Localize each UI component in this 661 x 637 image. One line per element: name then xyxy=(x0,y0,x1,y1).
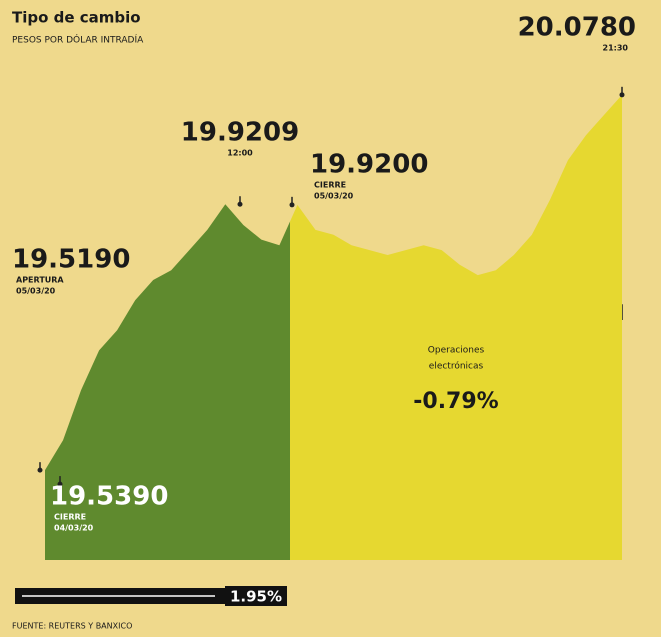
annotation-note: CIERRE xyxy=(314,181,346,190)
annotation-value: 19.9209 xyxy=(181,118,299,148)
annotation-value: 19.5190 xyxy=(12,245,130,275)
change-box xyxy=(225,586,287,606)
annotation-note: APERTURA xyxy=(16,276,64,285)
annotation-note: 05/03/20 xyxy=(16,287,56,296)
source: FUENTE: REUTERS Y BANXICO xyxy=(12,622,132,631)
annotation-value: 19.9200 xyxy=(310,150,428,180)
annotation-note: 21:30 xyxy=(603,44,629,53)
session-change: -0.79% xyxy=(413,389,498,414)
annotation-point xyxy=(289,202,295,208)
annotation-note: 04/03/20 xyxy=(54,524,94,533)
annotation-point xyxy=(37,467,43,473)
annotation-point xyxy=(619,92,625,98)
annotation-point xyxy=(237,201,243,207)
chart-subtitle: PESOS POR DÓLAR INTRADÍA xyxy=(12,34,144,46)
annotation-point xyxy=(57,481,63,487)
annotation-note: 12:00 xyxy=(227,149,253,158)
annotation-value: 20.0780 xyxy=(518,13,636,43)
chart-title: Tipo de cambio xyxy=(12,9,141,27)
annotation-value: 19.5390 xyxy=(50,482,168,512)
total-change: 1.95% xyxy=(230,588,282,606)
area xyxy=(45,94,622,560)
session-note: electrónicas xyxy=(429,361,484,372)
session-note: Operaciones xyxy=(428,346,485,356)
annotation-note: 05/03/20 xyxy=(314,192,354,201)
annotation-note: CIERRE xyxy=(54,513,86,522)
